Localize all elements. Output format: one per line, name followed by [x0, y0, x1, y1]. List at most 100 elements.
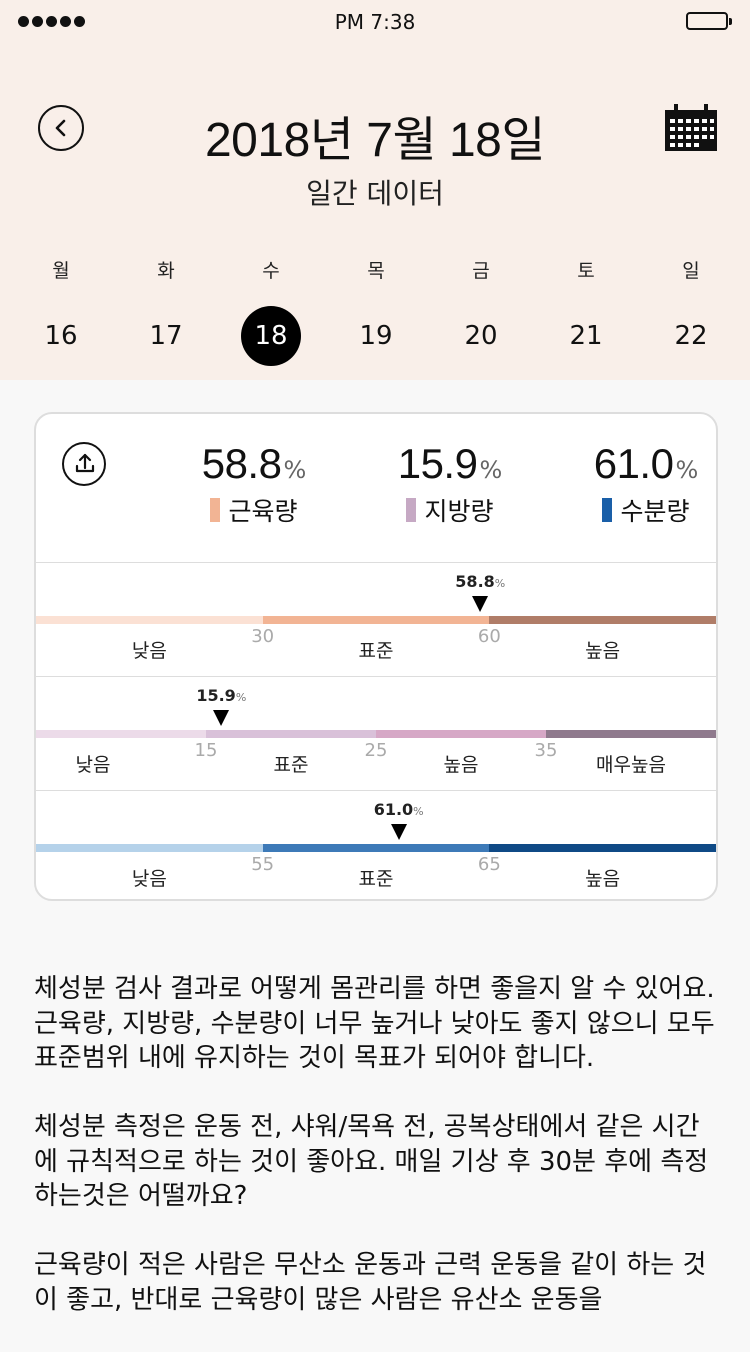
- day-17[interactable]: 화 17: [131, 256, 201, 366]
- marker-triangle-icon: [390, 824, 407, 840]
- day-number: 20: [464, 321, 498, 351]
- gauge-marker: 15.9%: [196, 686, 246, 726]
- day-19[interactable]: 목 19: [341, 256, 411, 366]
- gauge-zone-label: 표준: [273, 754, 309, 776]
- gauge-0: 30 60 낮음 표준 높음 58.8%: [36, 562, 716, 677]
- gauge-segment: [546, 730, 716, 738]
- marker-number: 58.8: [455, 572, 495, 591]
- day-name: 일: [682, 260, 700, 282]
- back-button[interactable]: [38, 105, 84, 151]
- gauge-tick: 15: [194, 740, 218, 761]
- chevron-left-icon: [55, 119, 66, 137]
- gauge-marker: 58.8%: [455, 572, 505, 612]
- day-name: 토: [577, 260, 595, 282]
- legend-swatch: [602, 498, 613, 522]
- gauge-zone-label: 높음: [585, 640, 621, 662]
- gauge-zone-label: 높음: [585, 868, 621, 890]
- gauge-zone-label: 매우높음: [596, 754, 666, 776]
- marker-number: 61.0: [373, 800, 414, 819]
- page-subtitle: 일간 데이터: [306, 177, 444, 210]
- day-number: 17: [149, 321, 183, 351]
- description-paragraph: 근육량이 적은 사람은 무산소 운동과 근력 운동을 같이 하는 것이 좋고, …: [34, 1250, 707, 1315]
- gauge-1: 15 25 35 낮음 표준 높음 매우높음 15.9%: [36, 676, 716, 791]
- day-name: 수: [262, 260, 280, 282]
- gauge-segment: [376, 730, 546, 738]
- legend-swatch: [210, 498, 221, 522]
- marker-triangle-icon: [213, 710, 230, 726]
- marker-triangle-icon: [472, 596, 489, 612]
- gauge-tick: 65: [477, 854, 501, 875]
- gauge-tick: 35: [534, 740, 558, 761]
- gauge-segment: [262, 616, 490, 624]
- gauge-segment: [206, 730, 376, 738]
- gauge-zone-label: 낮음: [131, 640, 167, 662]
- share-button[interactable]: [62, 442, 106, 486]
- day-number: 21: [569, 321, 603, 351]
- day-16[interactable]: 월 16: [26, 256, 96, 366]
- gauge-segment: [489, 616, 716, 624]
- gauge-segment: [36, 616, 263, 624]
- day-number: 16: [44, 321, 78, 351]
- day-number: 22: [674, 321, 708, 351]
- marker-number: 15.9: [196, 686, 236, 705]
- gauge-segment: [489, 844, 716, 852]
- stat-label-row: 지방량: [350, 492, 550, 528]
- stat-value: 61.0: [593, 440, 674, 487]
- stat-label: 근육량: [228, 497, 298, 526]
- signal-icon: [18, 16, 85, 27]
- marker-value: 58.8%: [455, 572, 505, 591]
- status-bar: PM 7:38: [0, 0, 750, 44]
- description-paragraph: 체성분 측정은 운동 전, 샤워/목욕 전, 공복상태에서 같은 시간에 규칙적…: [34, 1112, 709, 1211]
- stat-label: 수분량: [620, 497, 690, 526]
- stat-value-line: 61.0%: [546, 440, 716, 488]
- stat-value-line: 58.8%: [154, 440, 354, 488]
- gauge-tick: 30: [251, 626, 275, 647]
- marker-value: 61.0%: [374, 800, 424, 819]
- marker-unit: %: [235, 691, 247, 704]
- day-number: 19: [359, 321, 393, 351]
- gauge-segment: [262, 844, 490, 852]
- gauge-2: 55 65 낮음 표준 높음 61.0%: [36, 790, 716, 899]
- battery-icon: [686, 12, 732, 30]
- day-22[interactable]: 일 22: [656, 256, 726, 366]
- marker-unit: %: [494, 577, 506, 590]
- gauge-zone-label: 낮음: [131, 868, 167, 890]
- stat-label-row: 근육량: [154, 492, 354, 528]
- day-21[interactable]: 토 21: [551, 256, 621, 366]
- marker-value: 15.9%: [196, 686, 246, 705]
- gauge-segment: [36, 844, 263, 852]
- stat-1: 15.9% 지방량: [350, 440, 550, 528]
- gauge-zone-label: 높음: [443, 754, 479, 776]
- day-20[interactable]: 금 20: [446, 256, 516, 366]
- day-number: 18: [241, 306, 301, 366]
- day-18[interactable]: 수 18: [236, 256, 306, 366]
- gauge-zone-label: 낮음: [75, 754, 111, 776]
- gauge-zone-label: 표준: [358, 640, 394, 662]
- page-title: 2018년 7월 18일: [204, 114, 546, 167]
- stat-unit: %: [283, 456, 307, 484]
- stat-value: 15.9: [397, 440, 478, 487]
- stat-value-line: 15.9%: [350, 440, 550, 488]
- marker-unit: %: [413, 805, 424, 818]
- day-name: 금: [472, 260, 490, 282]
- body-composition-card: 58.8% 근육량 15.9% 지방량 61.0% 수분량 30 60 낮음 표준 높음 58.8%…: [34, 412, 718, 901]
- gauge-tick: 55: [251, 854, 275, 875]
- description: 체성분 검사 결과로 어떻게 몸관리를 하면 좋을지 알 수 있어요.근육량, …: [34, 972, 716, 1352]
- gauge-tick: 60: [477, 626, 501, 647]
- stat-unit: %: [479, 456, 503, 484]
- gauge-zone-label: 표준: [358, 868, 394, 890]
- stat-0: 58.8% 근육량: [154, 440, 354, 528]
- summary-row: 58.8% 근육량 15.9% 지방량 61.0% 수분량: [36, 414, 716, 563]
- day-name: 화: [157, 260, 175, 282]
- stat-unit: %: [675, 456, 699, 484]
- legend-swatch: [406, 498, 417, 522]
- stat-value: 58.8: [201, 440, 282, 487]
- gauge-marker: 61.0%: [374, 800, 424, 840]
- gauge-tick: 25: [364, 740, 388, 761]
- header: PM 7:38 2018년 7월 18일 일간 데이터 월 16 화 17 수 18 목 19…: [0, 0, 750, 380]
- stat-2: 61.0% 수분량: [546, 440, 716, 528]
- calendar-button[interactable]: [664, 104, 718, 152]
- status-time: PM 7:38: [334, 10, 416, 34]
- calendar-icon: [665, 104, 717, 151]
- stat-label-row: 수분량: [546, 492, 716, 528]
